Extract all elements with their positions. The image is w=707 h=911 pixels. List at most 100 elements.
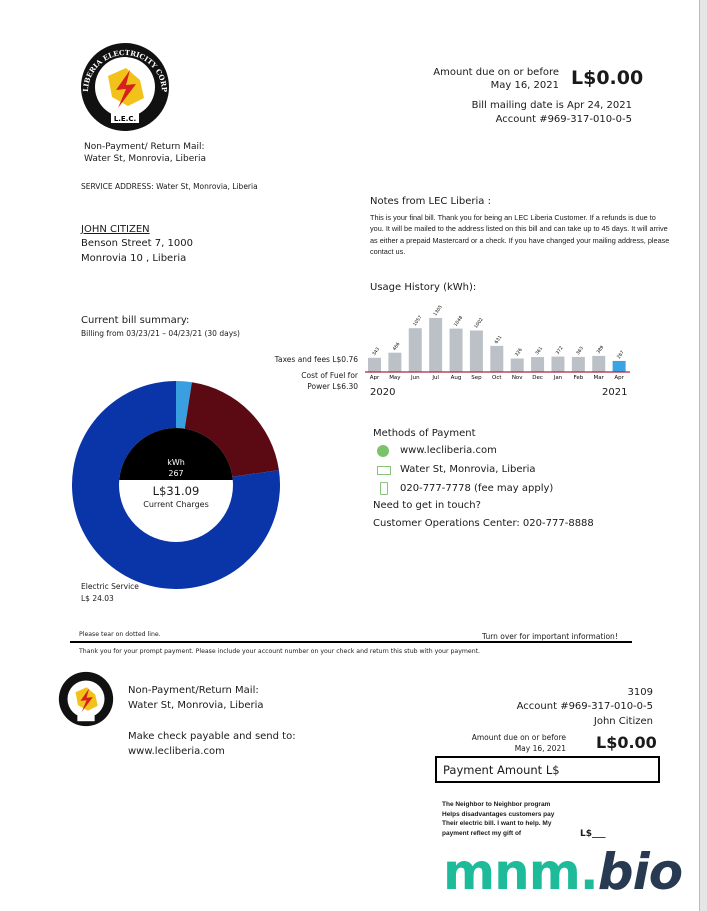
usage-month-label: Jun bbox=[410, 375, 420, 381]
kwh-value: 267 bbox=[168, 469, 184, 478]
return-mail-address: Water St, Monrovia, Liberia bbox=[84, 154, 206, 164]
usage-month-label: Sep bbox=[471, 375, 482, 381]
usage-bar bbox=[571, 356, 585, 372]
usage-bar-label: 361 bbox=[534, 346, 544, 357]
phone-icon bbox=[380, 482, 388, 495]
tear-note: Please tear on dotted line. bbox=[79, 631, 161, 638]
usage-bar-label: 1057 bbox=[412, 314, 424, 327]
billing-period: Billing from 03/23/21 – 04/23/21 (30 day… bbox=[81, 329, 240, 338]
neighbor-line: payment reflect my gift of bbox=[442, 829, 522, 837]
lec-logo: L.E.C. LIBERIA ELECTRICITY CORPORATION bbox=[78, 42, 169, 131]
stub-amount: L$0.00 bbox=[596, 733, 657, 752]
service-address: SERVICE ADDRESS: Water St, Monrovia, Lib… bbox=[81, 182, 258, 191]
gift-amount-field[interactable]: L$___ bbox=[580, 829, 606, 839]
neighbor-program: The Neighbor to Neighbor program Helps d… bbox=[442, 800, 554, 838]
watermark: mnm.bio bbox=[443, 842, 683, 902]
usage-bar bbox=[368, 357, 381, 372]
due-date: May 16, 2021 bbox=[490, 80, 559, 91]
tear-line bbox=[70, 641, 632, 643]
touch-label: Need to get in touch? bbox=[373, 500, 481, 511]
usage-bar-label: 372 bbox=[555, 345, 565, 356]
usage-bar bbox=[612, 360, 626, 372]
payment-web[interactable]: www.lecliberia.com bbox=[400, 445, 497, 456]
kwh-label: kWh bbox=[167, 458, 185, 467]
usage-bar-label: 389 bbox=[595, 344, 605, 355]
usage-bar bbox=[469, 330, 483, 372]
usage-title: Usage History (kWh): bbox=[370, 282, 477, 293]
notes-title: Notes from LEC Liberia : bbox=[370, 196, 491, 207]
usage-end-year: 2021 bbox=[602, 387, 628, 398]
usage-bar-label: 1048 bbox=[453, 315, 465, 328]
customer-address-2: Monrovia 10 , Liberia bbox=[81, 253, 187, 264]
neighbor-line: The Neighbor to Neighbor program bbox=[442, 801, 551, 808]
usage-month-label: May bbox=[389, 375, 401, 381]
usage-month-label: Aug bbox=[451, 375, 462, 381]
mail-icon bbox=[377, 466, 391, 475]
usage-start-year: 2020 bbox=[370, 387, 396, 398]
stub-due-date: May 16, 2021 bbox=[514, 744, 566, 753]
electric-label-1: Electric Service bbox=[81, 582, 139, 591]
usage-bar bbox=[510, 358, 524, 372]
fuel-label-2: Power L$6.30 bbox=[307, 382, 358, 391]
usage-bar-label: 1002 bbox=[473, 317, 485, 330]
usage-bar-label: 363 bbox=[575, 346, 585, 357]
amount-due-label: Amount due on or before bbox=[433, 67, 559, 78]
usage-bar-label: 326 bbox=[514, 347, 524, 358]
usage-bar bbox=[592, 355, 606, 372]
payment-title: Methods of Payment bbox=[373, 428, 476, 439]
thanks-note: Thank you for your prompt payment. Pleas… bbox=[79, 648, 481, 655]
usage-bar bbox=[408, 328, 422, 372]
globe-icon bbox=[377, 445, 389, 457]
ops-center: Customer Operations Center: 020-777-8888 bbox=[373, 518, 594, 529]
payment-amount-field[interactable]: Payment Amount L$ bbox=[435, 756, 660, 783]
summary-title: Current bill summary: bbox=[81, 315, 190, 326]
payable-label: Make check payable and send to: bbox=[128, 731, 296, 742]
usage-bar-label: 1305 bbox=[432, 304, 444, 317]
payment-amount-label: Payment Amount L$ bbox=[443, 763, 560, 777]
turn-over-note: Turn over for important information! bbox=[482, 632, 618, 641]
usage-month-label: Feb bbox=[573, 375, 583, 381]
amount-due: L$0.00 bbox=[571, 67, 644, 89]
usage-month-label: Apr bbox=[370, 375, 380, 381]
watermark-part1: mnm. bbox=[443, 843, 599, 901]
usage-bar bbox=[551, 356, 565, 372]
donut-slice bbox=[72, 381, 280, 589]
electric-label-2: L$ 24.03 bbox=[81, 594, 114, 603]
usage-month-label: Apr bbox=[614, 375, 624, 381]
fuel-label-1: Cost of Fuel for bbox=[301, 371, 358, 380]
neighbor-line: Their electric bill. I want to help. My bbox=[442, 820, 552, 827]
stub-account: Account #969-317-010-0-5 bbox=[516, 701, 653, 712]
usage-bar-label: 466 bbox=[392, 341, 402, 352]
stub-return-label: Non-Payment/Return Mail: bbox=[128, 685, 259, 696]
usage-bar-label: 631 bbox=[494, 334, 504, 345]
usage-bar-label: 343 bbox=[371, 346, 381, 357]
customer-name: JOHN CITIZEN bbox=[81, 224, 150, 235]
return-mail-label: Non-Payment/ Return Mail: bbox=[84, 142, 205, 152]
stub-return-address: Water St, Monrovia, Liberia bbox=[128, 700, 264, 711]
stub-code: 3109 bbox=[627, 687, 653, 698]
usage-month-label: Jul bbox=[431, 375, 439, 381]
svg-text:L.E.C.: L.E.C. bbox=[114, 115, 136, 123]
usage-chart: 343 Apr 466 May 1057 Jun 1305 Jul 1048 Aug 1002 Sep… bbox=[365, 304, 630, 381]
neighbor-line: Helps disadvantages customers pay bbox=[442, 810, 555, 818]
account-number: Account #969-317-010-0-5 bbox=[495, 114, 632, 125]
usage-bar bbox=[429, 317, 443, 372]
usage-bar bbox=[490, 345, 504, 372]
usage-month-label: Nov bbox=[512, 375, 523, 381]
taxes-label: Taxes and fees L$0.76 bbox=[274, 355, 358, 364]
stub-due-label: Amount due on or before bbox=[471, 733, 566, 742]
payable-to: www.lecliberia.com bbox=[128, 746, 225, 757]
usage-month-label: Dec bbox=[532, 375, 543, 381]
notes-text: This is your final bill. Thank you for b… bbox=[370, 213, 670, 256]
total-charges: L$31.09 bbox=[152, 484, 200, 498]
usage-bar bbox=[449, 328, 463, 372]
usage-month-label: Mar bbox=[594, 375, 605, 381]
lec-logo-small bbox=[58, 671, 114, 727]
mailing-date: Bill mailing date is Apr 24, 2021 bbox=[471, 100, 632, 111]
usage-month-label: Jan bbox=[553, 375, 563, 381]
stub-name: John Citizen bbox=[593, 716, 653, 727]
page-edge bbox=[699, 0, 707, 911]
payment-phone: 020-777-7778 (fee may apply) bbox=[400, 483, 554, 494]
usage-bar bbox=[531, 357, 545, 372]
donut-center: kWh 267 L$31.09 Current Charges bbox=[119, 428, 233, 542]
